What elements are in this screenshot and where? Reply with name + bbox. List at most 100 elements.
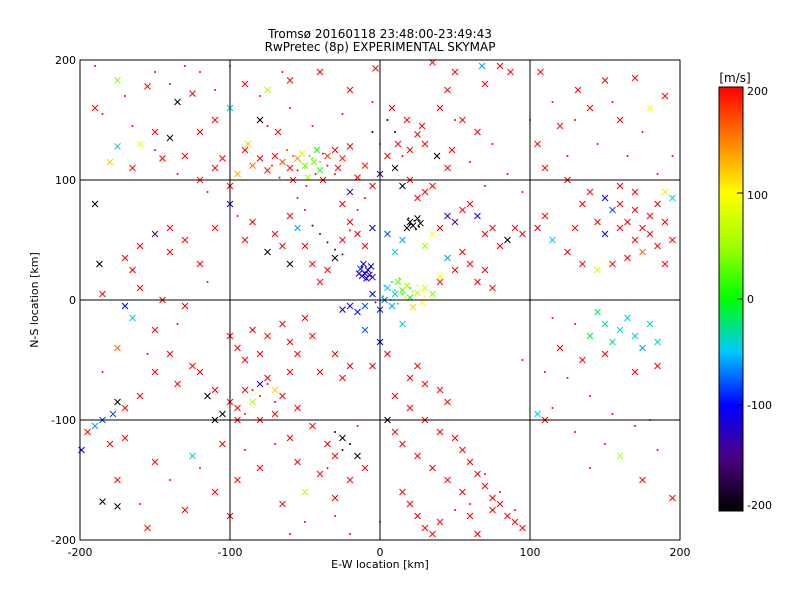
scatter-point-cross	[78, 446, 85, 454]
scatter-point-dot	[499, 491, 501, 493]
scatter-point-cross	[369, 290, 376, 298]
scatter-point-cross	[631, 74, 639, 82]
scatter-point-cross	[91, 422, 99, 430]
scatter-point-cross	[489, 284, 496, 292]
scatter-point-cross	[403, 282, 411, 289]
scatter-point-cross	[414, 452, 421, 460]
scatter-point-dot	[341, 253, 344, 256]
scatter-point-cross	[474, 212, 481, 220]
scatter-point-dot	[299, 161, 302, 163]
scatter-point-dot	[319, 161, 321, 163]
scatter-point-dot	[322, 152, 324, 155]
scatter-point-cross	[181, 152, 189, 160]
scatter-point-cross	[324, 440, 331, 448]
scatter-point-cross	[339, 236, 346, 244]
scatter-point-cross	[661, 218, 669, 226]
scatter-point-cross	[331, 254, 339, 262]
y-tick-label: 200	[55, 54, 76, 67]
scatter-point-cross	[448, 146, 456, 154]
y-tick-labels: -200 -100 0 100 200	[51, 54, 76, 547]
scatter-point-cross	[294, 458, 301, 466]
scatter-point-cross	[409, 303, 417, 311]
scatter-point-cross	[121, 404, 129, 412]
scatter-point-cross	[174, 380, 181, 388]
scatter-point-cross	[298, 150, 306, 157]
scatter-point-cross	[406, 500, 414, 508]
scatter-point-cross	[586, 332, 594, 340]
scatter-point-cross	[436, 272, 444, 280]
scatter-point-cross	[414, 131, 421, 138]
scatter-point-cross	[421, 284, 429, 292]
scatter-point-cross	[478, 62, 486, 70]
scatter-point-cross	[234, 170, 241, 178]
scatter-point-cross	[496, 242, 504, 250]
scatter-point-cross	[481, 230, 489, 238]
scatter-point-dot	[370, 275, 372, 277]
scatter-point-cross	[369, 362, 376, 370]
scatter-point-dot	[574, 323, 576, 325]
scatter-point-cross	[451, 434, 459, 442]
scatter-point-cross	[271, 230, 279, 238]
scatter-point-dot	[574, 431, 576, 433]
scatter-point-dot	[271, 164, 273, 167]
scatter-point-cross	[279, 242, 286, 250]
scatter-point-cross	[384, 230, 391, 238]
scatter-point-cross	[286, 164, 294, 172]
scatter-point-cross	[114, 398, 121, 406]
scatter-point-cross	[444, 398, 451, 406]
scatter-point-cross	[219, 440, 226, 448]
scatter-point-cross	[474, 470, 481, 478]
scatter-point-cross	[355, 270, 363, 277]
scatter-point-dot	[604, 443, 606, 445]
scatter-point-cross	[444, 254, 451, 262]
scatter-point-dot	[367, 269, 369, 271]
scatter-point-dot	[409, 287, 411, 289]
scatter-point-cross	[279, 320, 286, 328]
scatter-point-cross	[301, 242, 309, 250]
scatter-point-cross	[429, 530, 436, 538]
scatter-point-dot	[154, 71, 156, 73]
scatter-point-cross	[286, 77, 294, 84]
scatter-point-cross	[109, 410, 117, 418]
scatter-point-dot	[304, 209, 306, 211]
scatter-point-cross	[301, 488, 309, 496]
scatter-point-dot	[341, 449, 344, 451]
scatter-point-dot	[274, 401, 276, 403]
scatter-points	[78, 59, 676, 538]
scatter-point-dot	[656, 173, 659, 175]
scatter-point-cross	[136, 140, 144, 148]
scatter-point-cross	[459, 446, 466, 454]
scatter-point-dot	[356, 425, 359, 427]
scatter-point-cross	[429, 290, 436, 298]
scatter-point-cross	[271, 152, 279, 160]
scatter-point-cross	[219, 155, 226, 162]
scatter-point-cross	[661, 260, 669, 268]
scatter-point-dot	[551, 407, 554, 409]
scatter-point-dot	[371, 131, 374, 133]
scatter-point-cross	[616, 326, 624, 334]
scatter-point-cross	[391, 428, 399, 436]
x-axis-ticks	[79, 532, 681, 540]
scatter-point-cross	[646, 230, 654, 238]
scatter-point-cross	[331, 350, 339, 358]
scatter-point-cross	[264, 374, 271, 382]
scatter-point-cross	[639, 248, 646, 256]
colorbar-tick-label: -200	[747, 499, 772, 512]
scatter-point-cross	[511, 518, 519, 526]
scatter-point-dot	[634, 425, 636, 427]
scatter-point-cross	[616, 116, 624, 124]
scatter-point-cross	[166, 248, 174, 256]
scatter-point-dot	[401, 293, 404, 295]
scatter-point-dot	[469, 503, 471, 505]
scatter-point-cross	[421, 188, 429, 196]
scatter-point-cross	[414, 289, 421, 297]
scatter-point-cross	[571, 224, 579, 232]
scatter-point-cross	[114, 476, 121, 484]
scatter-point-cross	[249, 218, 256, 226]
scatter-point-cross	[429, 464, 436, 472]
scatter-point-cross	[369, 224, 376, 232]
scatter-point-cross	[114, 77, 121, 84]
scatter-point-cross	[346, 143, 354, 150]
scatter-point-cross	[346, 86, 354, 94]
scatter-point-cross	[114, 344, 121, 352]
